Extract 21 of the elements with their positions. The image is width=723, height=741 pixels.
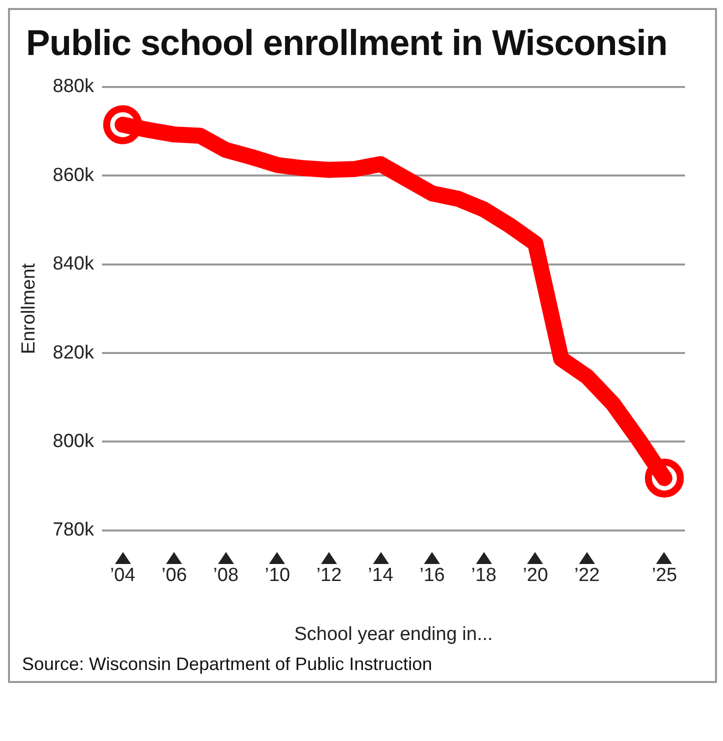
x-tick-label: ’14 [368, 565, 394, 586]
y-axis-title: Enrollment [18, 262, 40, 354]
chart-title: Public school enrollment in Wisconsin [25, 21, 668, 64]
x-tick-label: ’25 [652, 565, 678, 586]
y-tick-label: 860k [52, 164, 94, 186]
x-tick-label: ’08 [213, 565, 239, 586]
x-tick-label: ’12 [316, 565, 342, 586]
x-tick-label: ’10 [264, 565, 290, 586]
y-tick-label: 780k [52, 520, 94, 541]
x-tick-label: ’18 [471, 565, 496, 586]
x-tick-label: ’04 [110, 565, 136, 586]
source-note: Source: Wisconsin Department of Public Instruction [21, 654, 434, 676]
y-tick-label: 820k [52, 342, 94, 364]
x-tick-label: ’16 [420, 565, 445, 586]
y-tick-label: 840k [52, 254, 94, 275]
x-tick-label: ’20 [522, 565, 548, 586]
y-tick-label: 880k [52, 76, 94, 98]
x-tick-label: ’22 [574, 565, 600, 586]
x-tick-label: ’06 [162, 565, 187, 586]
x-axis-title: School year ending in... [294, 624, 493, 645]
y-tick-label: 800k [52, 430, 94, 452]
